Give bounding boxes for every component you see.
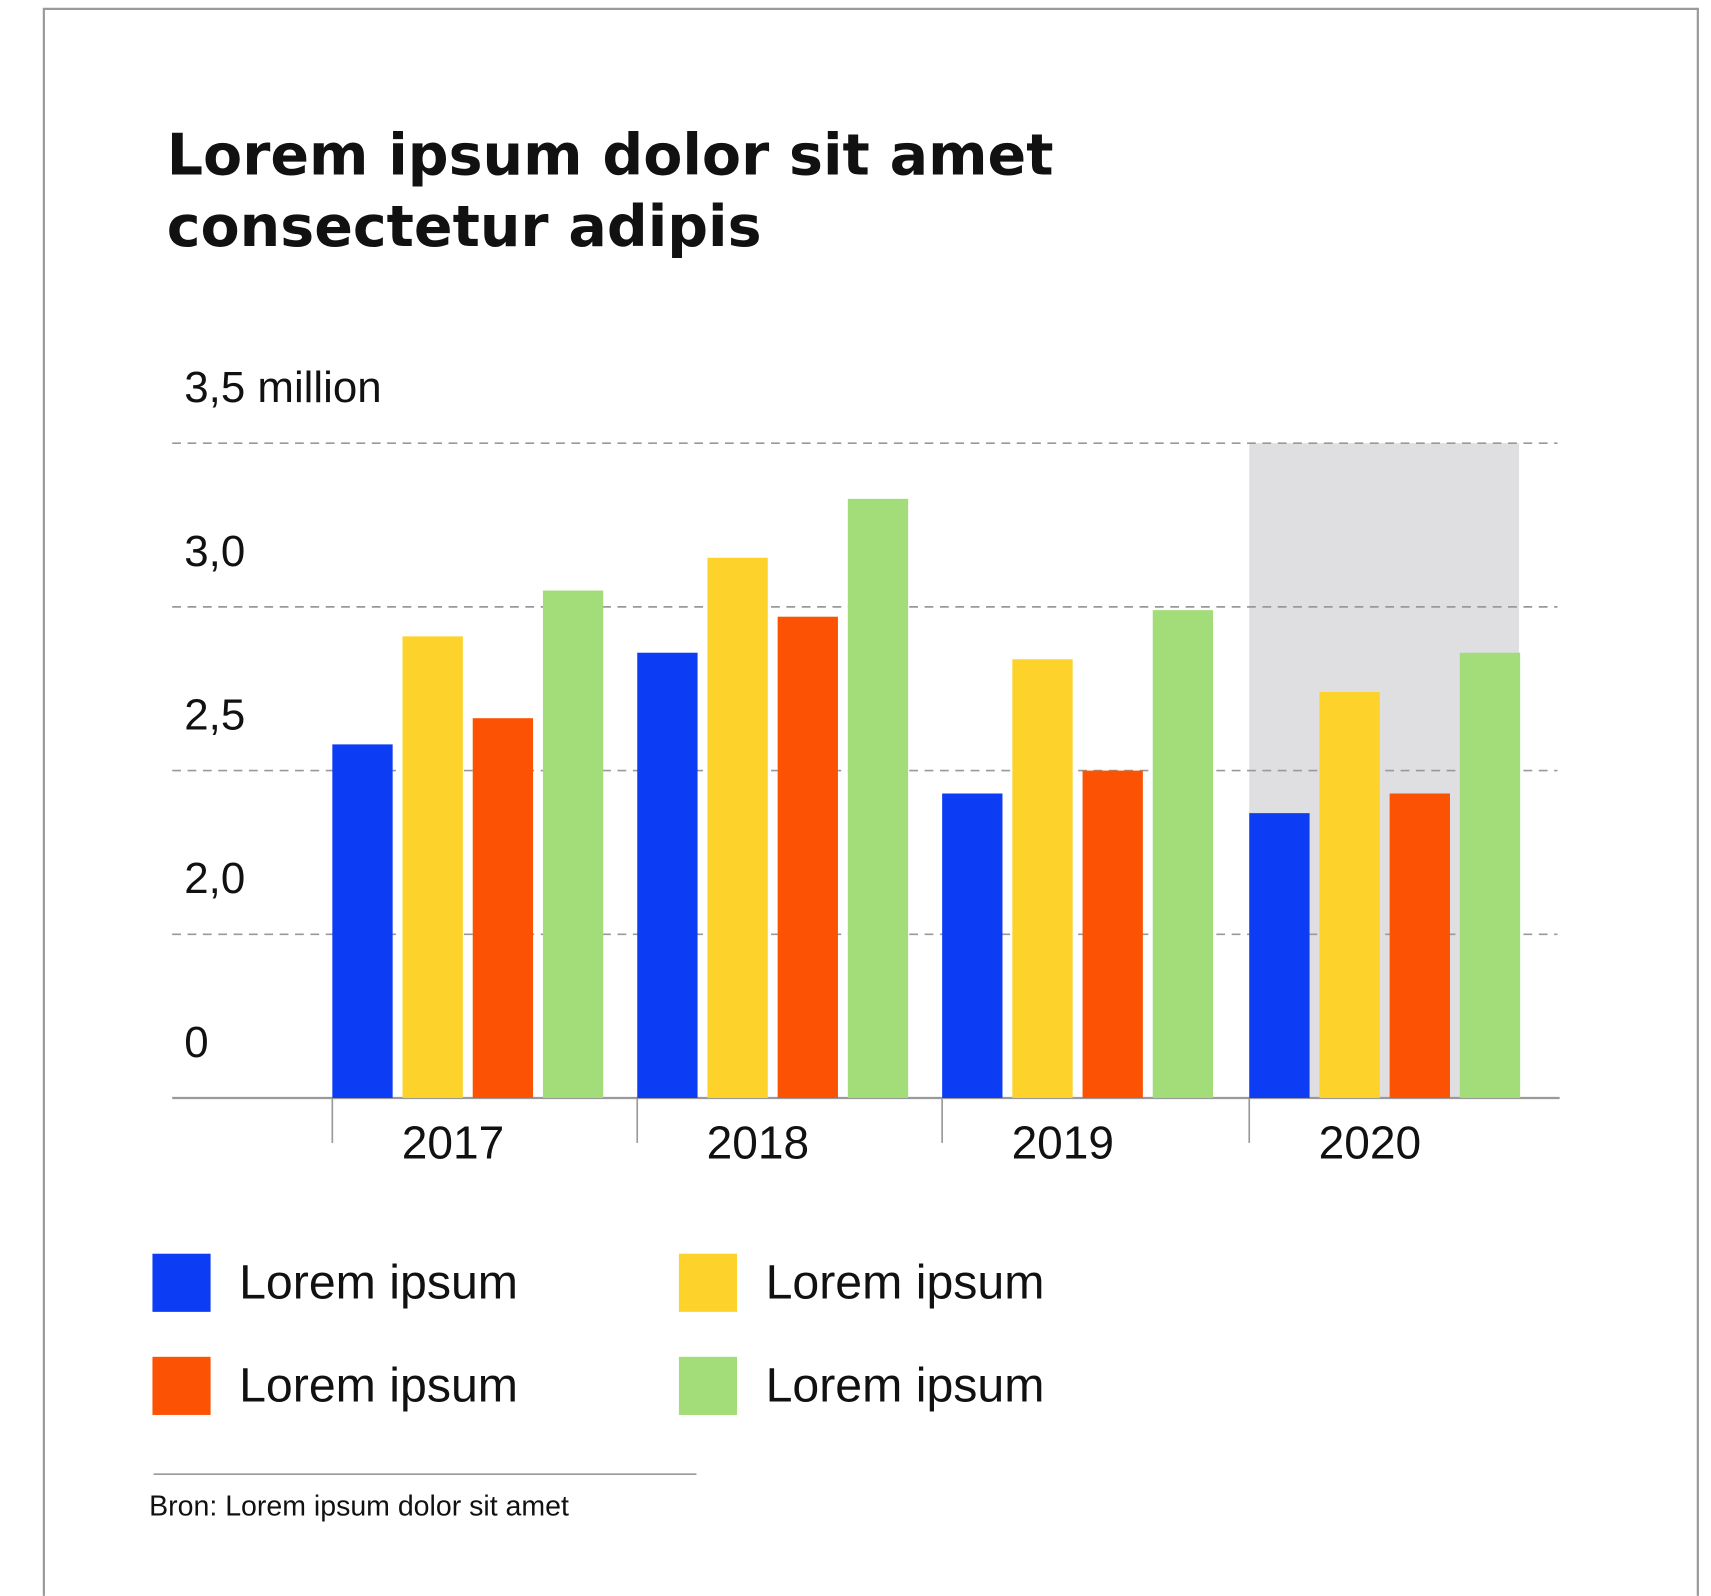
x-tick-label: 2019	[1012, 1116, 1114, 1168]
y-tick-label: 2,0	[184, 854, 245, 903]
bar	[332, 744, 393, 1098]
source: Bron: Lorem ipsum dolor sit amet	[149, 1491, 569, 1523]
y-tick-label: 3,5 million	[184, 363, 381, 412]
legend-swatch	[152, 1253, 211, 1312]
legend-label: Lorem ipsum	[239, 1358, 518, 1412]
bar	[707, 557, 768, 1098]
legend-swatch	[678, 1356, 738, 1415]
legend-swatch	[152, 1356, 211, 1415]
bar	[1012, 659, 1073, 1098]
bar	[472, 718, 534, 1098]
bar	[1319, 692, 1380, 1098]
bar	[637, 652, 698, 1098]
bar	[1249, 813, 1310, 1098]
legend-label: Lorem ipsum	[239, 1255, 518, 1309]
bar	[847, 498, 909, 1098]
bar	[1152, 610, 1214, 1098]
legend-label: Lorem ipsum	[766, 1358, 1045, 1412]
bar	[1459, 652, 1521, 1098]
x-tick-label: 2018	[707, 1116, 809, 1168]
x-tick-label: 2017	[402, 1116, 504, 1168]
y-tick-label: 0	[184, 1018, 208, 1067]
chart-title: consectetur adipis	[167, 194, 762, 260]
frame	[42, 7, 1699, 1596]
legend-swatch	[678, 1253, 738, 1312]
chart-title: Lorem ipsum dolor sit amet	[167, 123, 1054, 189]
bar	[1389, 793, 1450, 1098]
bar	[777, 616, 838, 1098]
bar	[942, 793, 1003, 1098]
bar	[1082, 770, 1143, 1098]
bar	[542, 590, 604, 1098]
legend-label: Lorem ipsum	[766, 1255, 1045, 1309]
y-tick-label: 3,0	[184, 527, 245, 576]
y-tick-label: 2,5	[184, 691, 245, 740]
bar	[402, 636, 463, 1098]
x-tick-label: 2020	[1319, 1116, 1421, 1168]
